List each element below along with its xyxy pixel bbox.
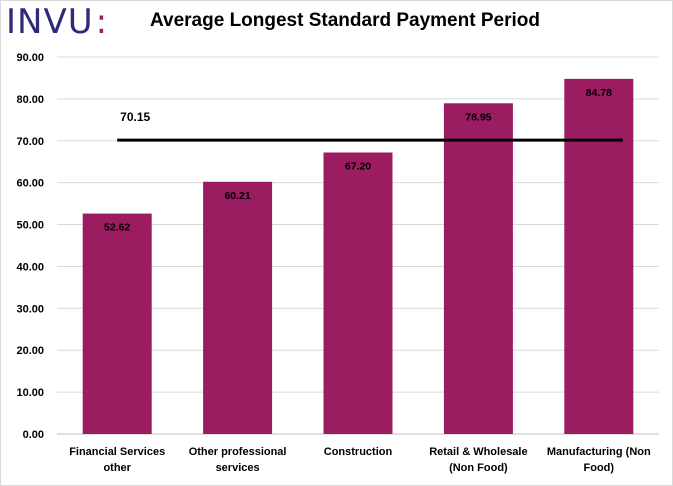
bar [203,181,273,434]
chart-title: Average Longest Standard Payment Period [150,10,540,31]
average-label: 70.15 [120,110,150,124]
y-tick-label: 10.00 [16,387,44,399]
data-label: 52.62 [104,222,130,234]
logo-colon: : [95,2,108,42]
category-label: Construction [324,446,393,458]
y-tick-label: 70.00 [16,136,44,148]
category-label: other [103,462,131,474]
bar [564,78,634,434]
category-label: Food) [584,462,615,474]
category-label: Retail & Wholesale [429,446,527,458]
category-label: Other professional [189,446,287,458]
category-label: services [216,462,260,474]
y-tick-label: 40.00 [16,261,44,273]
category-label: Financial Services [69,446,165,458]
category-label: (Non Food) [449,462,508,474]
y-tick-label: 80.00 [16,94,44,106]
data-label: 84.78 [586,87,612,99]
y-tick-label: 20.00 [16,345,44,357]
y-tick-label: 30.00 [16,303,44,315]
y-tick-label: 90.00 [16,52,44,64]
bar [443,103,513,434]
data-label: 60.21 [224,190,250,202]
data-label: 78.95 [465,111,491,123]
y-tick-label: 60.00 [16,178,44,190]
y-tick-label: 0.00 [23,429,44,441]
data-label: 67.20 [345,161,371,173]
bar [323,152,393,435]
category-label: Manufacturing (Non [547,446,651,458]
logo-wordmark: INVU [6,2,94,42]
bar [82,213,152,434]
y-tick-label: 50.00 [16,220,44,232]
invu-logo: INVU : [6,4,107,40]
